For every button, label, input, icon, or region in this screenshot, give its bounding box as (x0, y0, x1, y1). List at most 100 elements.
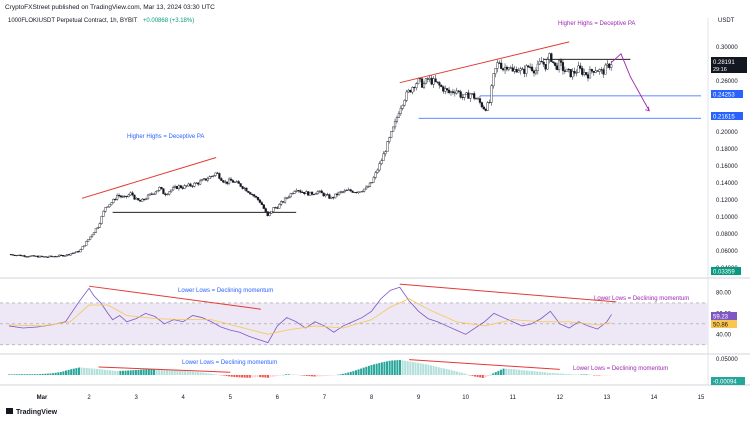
macd-annotation-left: Lower Lows = Declining momentum (182, 360, 277, 366)
candle-body (310, 191, 314, 195)
candle-body (164, 193, 167, 196)
candle-body (200, 179, 204, 182)
macd-histogram-bar (256, 375, 259, 378)
candle-body (17, 254, 20, 256)
candle-body (503, 66, 507, 71)
candle-body (556, 65, 559, 70)
rsi-ma-line (9, 298, 612, 335)
macd-histogram-bar (33, 374, 36, 375)
candle-body (399, 108, 402, 114)
candle-body (482, 106, 485, 110)
candle-body (102, 211, 105, 217)
projection-path (611, 53, 650, 111)
price-tick-label: 0.18000 (716, 147, 738, 153)
candle-body (382, 153, 385, 161)
macd-histogram-bar (476, 375, 479, 378)
candle-body (224, 181, 227, 183)
candle-body (386, 141, 389, 152)
candle-body (361, 191, 364, 193)
macd-histogram-bar (411, 362, 414, 375)
time-tick-label: 10 (462, 395, 469, 401)
macd-histogram-bar (287, 374, 290, 375)
macd-histogram-bar (424, 364, 427, 375)
macd-histogram-bar (274, 375, 277, 377)
candle-body (71, 252, 74, 254)
macd-histogram-bar (88, 368, 91, 375)
candle-body (33, 255, 36, 257)
macd-histogram-bar (515, 369, 518, 375)
candle-body (158, 187, 161, 191)
candle-body (160, 187, 163, 190)
macd-histogram-bar (543, 372, 546, 375)
candle-body (610, 64, 613, 68)
candle-body (112, 199, 115, 204)
macd-histogram-bar (83, 367, 86, 375)
macd-histogram-bar (96, 368, 99, 375)
macd-histogram-bar (13, 374, 16, 375)
candle-body (114, 199, 117, 201)
candle-body (561, 62, 565, 71)
candle-body (171, 187, 175, 191)
macd-histogram-bar (380, 362, 383, 375)
candle-body (150, 193, 153, 195)
candle-body (253, 194, 256, 197)
macd-histogram-bar (484, 375, 487, 378)
macd-histogram-bar (228, 375, 231, 377)
candle-body (579, 65, 582, 69)
time-tick-label: 12 (556, 395, 563, 401)
macd-histogram-bar (388, 360, 391, 375)
annotation-left-text: Higher Highs = Deceptive PA (127, 134, 204, 140)
candle-body (210, 175, 213, 177)
macd-histogram-bar (310, 375, 313, 377)
candle-body (148, 193, 152, 196)
candle-body (430, 77, 433, 85)
candle-body (318, 190, 321, 192)
candle-body (505, 66, 509, 70)
macd-histogram-bar (393, 360, 396, 375)
macd-histogram-bar (326, 375, 329, 376)
candle-body (117, 194, 121, 197)
macd-histogram-bar (111, 370, 114, 375)
candle-body (500, 62, 503, 69)
macd-histogram-bar (349, 371, 352, 375)
candle-body (98, 223, 101, 228)
macd-histogram-bar (248, 375, 251, 378)
candle-body (239, 183, 242, 187)
candle-body (334, 193, 337, 199)
candle-body (92, 232, 96, 236)
price-trend-line (81, 157, 217, 199)
candle-body (274, 207, 277, 209)
macd-histogram-bar (323, 375, 326, 377)
candle-body (446, 88, 449, 91)
macd-histogram-bar (331, 375, 334, 376)
candle-body (426, 78, 429, 80)
candle-body (100, 216, 103, 224)
macd-histogram-bar (352, 371, 355, 375)
macd-histogram-bar (116, 370, 119, 375)
candle-body (546, 59, 549, 70)
candle-body (281, 201, 285, 203)
macd-histogram-bar (554, 373, 557, 375)
candle-body (339, 191, 343, 193)
candle-body (52, 256, 55, 258)
macd-histogram-bar (344, 373, 347, 375)
macd-histogram-bar (191, 371, 194, 375)
candle-body (301, 192, 304, 194)
candle-body (336, 193, 339, 196)
candle-body (577, 65, 580, 73)
candle-body (108, 204, 111, 208)
candle-body (283, 197, 287, 203)
macd-histogram-bar (80, 367, 83, 375)
macd-histogram-bar (75, 368, 78, 375)
candle-body (502, 68, 505, 71)
candle-body (46, 256, 49, 258)
macd-histogram-bar (479, 375, 482, 378)
macd-histogram-bar (215, 374, 218, 375)
candle-body (106, 206, 109, 208)
rsi-value-badge: 59.23 (711, 312, 737, 321)
macd-histogram-bar (448, 369, 451, 375)
candle-body (170, 189, 173, 192)
candle-body (50, 255, 53, 257)
macd-histogram-bar (184, 371, 187, 375)
time-tick-label: Mar (37, 395, 48, 401)
